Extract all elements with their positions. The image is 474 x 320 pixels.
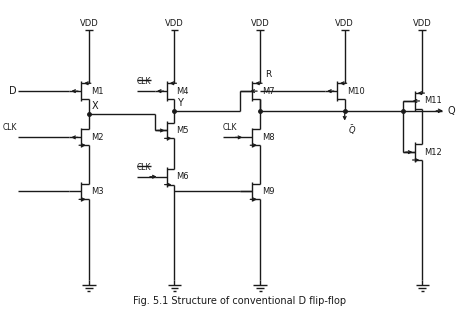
Text: M10: M10 — [346, 87, 365, 96]
Text: D: D — [9, 86, 17, 96]
Text: CLK: CLK — [137, 163, 152, 172]
Text: M11: M11 — [424, 96, 442, 106]
Text: Q: Q — [447, 106, 455, 116]
Text: $\bar{Q}$: $\bar{Q}$ — [347, 124, 356, 137]
Text: CLK: CLK — [2, 124, 17, 132]
Text: R: R — [265, 70, 271, 79]
Text: M12: M12 — [424, 148, 442, 156]
Text: X: X — [92, 101, 99, 111]
Text: VDD: VDD — [165, 19, 184, 28]
Text: M9: M9 — [262, 187, 274, 196]
Text: Fig. 5.1 Structure of conventional D flip-flop: Fig. 5.1 Structure of conventional D fli… — [133, 296, 346, 306]
Text: Y: Y — [177, 98, 183, 108]
Text: M2: M2 — [91, 133, 103, 142]
Text: CLK: CLK — [137, 77, 152, 86]
Text: M7: M7 — [262, 87, 274, 96]
Text: M4: M4 — [176, 87, 189, 96]
Text: VDD: VDD — [80, 19, 98, 28]
Text: M3: M3 — [91, 187, 103, 196]
Text: M8: M8 — [262, 133, 274, 142]
Text: M6: M6 — [176, 172, 189, 181]
Text: VDD: VDD — [413, 19, 432, 28]
Text: VDD: VDD — [251, 19, 269, 28]
Text: M1: M1 — [91, 87, 103, 96]
Text: M5: M5 — [176, 126, 189, 135]
Text: VDD: VDD — [335, 19, 354, 28]
Text: CLK: CLK — [223, 124, 237, 132]
